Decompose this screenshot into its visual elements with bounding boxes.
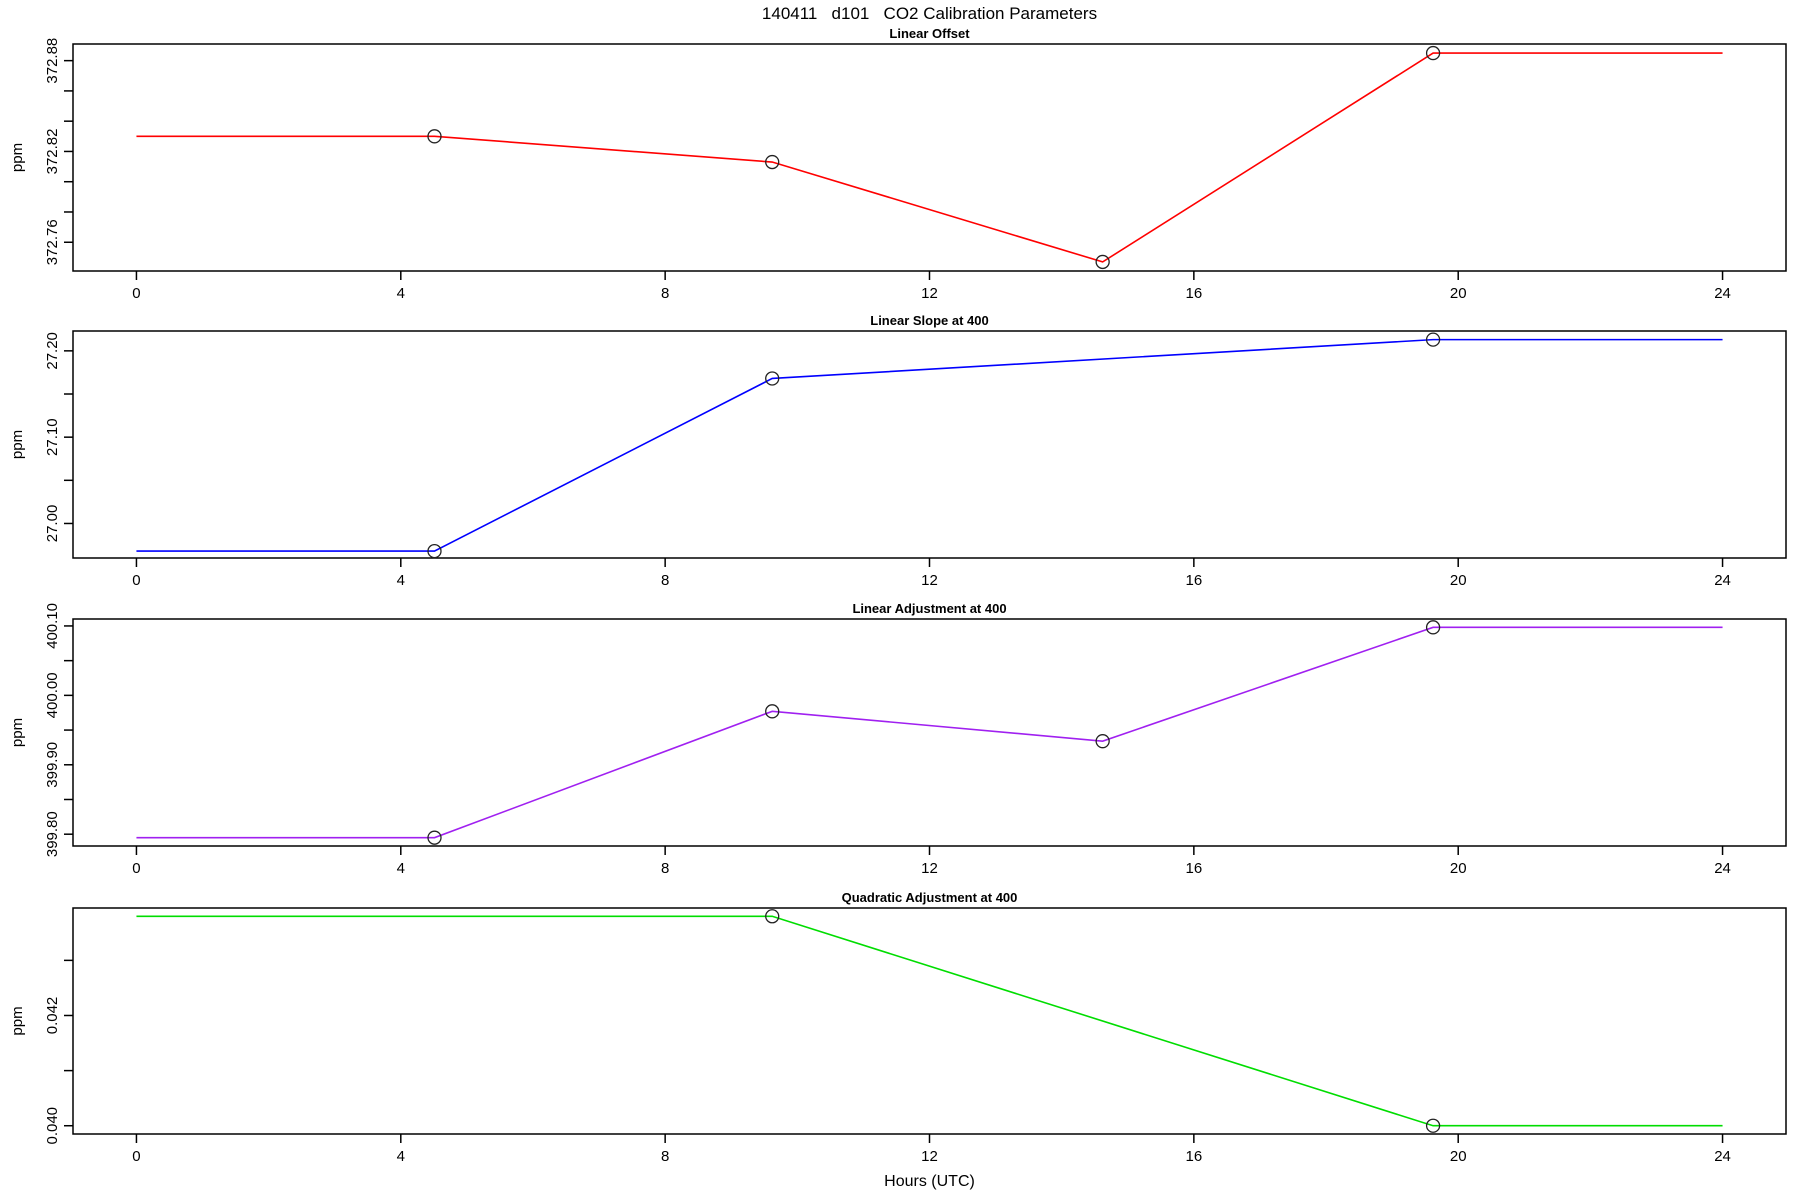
data-point-marker [1095,254,1110,270]
y-axis-label: ppm [9,143,26,172]
y-axis-label: ppm [9,1006,26,1035]
x-tick-label: 0 [132,1148,140,1165]
x-tick-label: 20 [1450,285,1467,302]
panel-title: Linear Offset [889,26,970,41]
y-tick-label: 372.88 [44,38,61,84]
data-point-marker [765,704,780,719]
data-point-marker [1425,45,1441,61]
data-point-marker [1095,734,1110,749]
series-line [136,915,1723,1127]
data-point-marker [1425,332,1441,347]
data-point-marker [765,371,780,386]
x-tick-label: 0 [132,860,140,877]
x-tick-label: 12 [921,285,938,302]
x-tick-label: 16 [1186,285,1203,302]
data-point-marker [427,129,442,144]
data-point-marker [765,909,780,924]
x-tick-label: 0 [132,572,140,589]
x-tick-label: 24 [1714,572,1731,589]
panel-linear-adjustment-at-400: Linear Adjustment at 400 399.80 399.90 400.… [9,601,1787,877]
x-tick-label: 24 [1714,285,1731,302]
panel-title: Quadratic Adjustment at 400 [842,890,1018,905]
y-tick-label: 372.82 [44,129,61,175]
x-tick-label: 4 [397,285,405,302]
y-tick-label: 399.80 [44,811,61,857]
x-axis-label: Hours (UTC) [884,1173,975,1190]
y-tick-label: 399.90 [44,742,61,788]
x-tick-label: 4 [397,860,405,877]
series-line [136,626,1723,839]
x-tick-label: 8 [661,1148,669,1165]
y-tick-label: 27.20 [44,332,61,370]
panel-linear-offset: Linear Offset 372.76 372.82 372.88 ppm 0 4 8 12 1… [9,26,1787,302]
x-tick-label: 20 [1450,572,1467,589]
panel-box [72,330,1787,559]
panel-box [72,618,1787,847]
x-tick-label: 20 [1450,1148,1467,1165]
x-tick-label: 16 [1186,572,1203,589]
y-tick-label: 27.10 [44,418,61,456]
x-tick-label: 8 [661,860,669,877]
x-tick-label: 24 [1714,1148,1731,1165]
series-line [136,338,1723,552]
x-tick-label: 4 [397,572,405,589]
y-tick-label: 400.00 [44,672,61,718]
y-tick-label: 372.76 [44,219,61,265]
y-tick-label: 0.040 [44,1107,61,1145]
panel-quadratic-adjustment-at-400: Quadratic Adjustment at 400 0.040 0.042 ppm… [9,890,1787,1165]
x-tick-label: 4 [397,1148,405,1165]
x-tick-label: 8 [661,572,669,589]
data-point-marker [765,154,780,170]
y-tick-label: 27.00 [44,505,61,543]
y-axis-label: ppm [9,430,26,459]
x-tick-label: 0 [132,285,140,302]
data-point-marker [1425,1118,1441,1133]
y-tick-label: 0.042 [44,997,61,1035]
panel-box [72,907,1787,1135]
panel-title: Linear Adjustment at 400 [852,601,1006,616]
x-tick-label: 12 [921,860,938,877]
x-tick-label: 16 [1186,860,1203,877]
panel-linear-slope-at-400: Linear Slope at 400 27.00 27.10 27.20 ppm 0 4 8… [9,313,1787,589]
data-point-marker [427,830,442,845]
x-tick-label: 20 [1450,860,1467,877]
data-point-marker [1425,620,1441,635]
y-axis-label: ppm [9,718,26,747]
x-tick-label: 12 [921,1148,938,1165]
x-tick-label: 24 [1714,860,1731,877]
data-point-marker [427,543,442,559]
y-tick-label: 400.10 [44,603,61,649]
panel-title: Linear Slope at 400 [870,313,989,328]
x-tick-label: 8 [661,285,669,302]
panel-box [72,43,1787,272]
x-tick-label: 16 [1186,1148,1203,1165]
x-tick-label: 12 [921,572,938,589]
series-line [136,52,1723,263]
main-title: 140411 d101 CO2 Calibration Parameters [761,4,1098,23]
